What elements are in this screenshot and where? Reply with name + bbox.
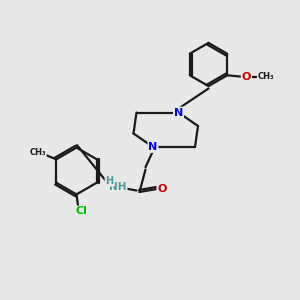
Text: N: N xyxy=(174,107,183,118)
Text: O: O xyxy=(242,72,251,82)
Text: N: N xyxy=(148,142,158,152)
Text: O: O xyxy=(157,184,167,194)
Text: CH₃: CH₃ xyxy=(29,148,46,157)
Text: NH: NH xyxy=(109,182,127,193)
Text: CH₃: CH₃ xyxy=(258,72,274,81)
Text: H: H xyxy=(105,176,114,186)
Text: Cl: Cl xyxy=(75,206,87,217)
